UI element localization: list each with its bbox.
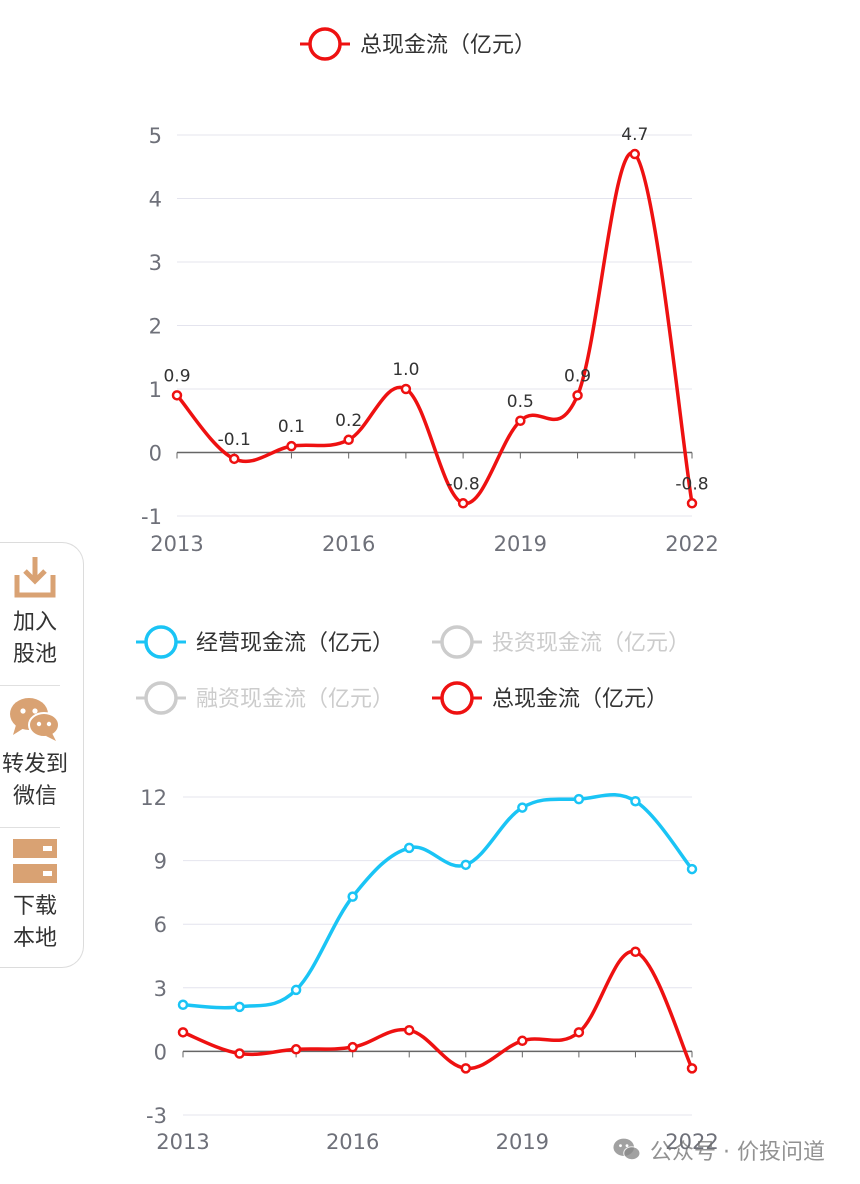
data-point bbox=[686, 1063, 698, 1074]
data-label: 1.0 bbox=[392, 360, 419, 380]
y-tick-label: -3 bbox=[146, 1104, 167, 1128]
x-tick-label: 2022 bbox=[665, 532, 718, 556]
wechat-icon bbox=[10, 698, 60, 741]
data-point bbox=[347, 891, 358, 902]
data-point bbox=[630, 946, 641, 958]
series-line-经营现金流（亿元） bbox=[182, 792, 694, 1010]
data-point bbox=[403, 842, 415, 854]
download-local-label: 下载 本地 bbox=[12, 894, 57, 951]
data-point bbox=[171, 390, 183, 401]
download-icon bbox=[14, 557, 56, 598]
legend-item[interactable]: 经营现金流（亿元） bbox=[136, 625, 394, 659]
data-label: 0.5 bbox=[507, 392, 534, 412]
floating-sidebar: 加入 股池 转发到 微信 下载 本地 bbox=[0, 542, 84, 968]
x-tick-label: 2022 bbox=[665, 1130, 718, 1154]
data-point bbox=[573, 793, 585, 805]
data-point bbox=[290, 984, 302, 996]
sidebar-divider bbox=[0, 685, 60, 686]
data-label: 0.9 bbox=[163, 366, 190, 386]
legend-item[interactable]: 总现金流（亿元） bbox=[432, 681, 668, 715]
data-point bbox=[573, 1027, 585, 1038]
y-tick-label: 0 bbox=[154, 1040, 167, 1064]
data-label: -0.8 bbox=[675, 474, 708, 494]
watermark-text: 公众号 · 价投问道 bbox=[650, 1140, 825, 1165]
data-point bbox=[460, 859, 472, 871]
legend-label: 总现金流（亿元） bbox=[360, 33, 536, 58]
y-tick-label: 4 bbox=[149, 188, 162, 212]
data-point bbox=[629, 148, 641, 160]
data-point bbox=[228, 453, 240, 465]
x-tick-label: 2013 bbox=[156, 1130, 209, 1154]
legend-item[interactable]: 投资现金流（亿元） bbox=[432, 625, 690, 659]
add-to-pool-button[interactable]: 加入 股池 bbox=[0, 553, 70, 671]
data-label: 4.7 bbox=[621, 125, 648, 145]
legend-marker bbox=[440, 625, 474, 659]
cashflow-comparison-chart: 经营现金流（亿元） 投资现金流（亿元） 融资现金流（亿元） 总现金流（亿元） -3 0 3 6… bbox=[136, 625, 719, 1154]
wechat-icon bbox=[613, 1138, 641, 1161]
data-point bbox=[286, 440, 297, 452]
y-tick-label: 1 bbox=[149, 378, 162, 402]
y-tick-label: 5 bbox=[149, 124, 162, 148]
legend-label: 经营现金流（亿元） bbox=[196, 631, 394, 656]
legend-marker bbox=[440, 681, 474, 715]
y-tick-label: 9 bbox=[154, 850, 167, 874]
legend-marker bbox=[308, 27, 342, 61]
total-cashflow-chart: 总现金流（亿元） -1 0 1 2 3 4 5 2013 2016 2019 2022 0.9 -0.1 0… bbox=[141, 27, 719, 556]
legend-marker bbox=[144, 681, 178, 715]
data-point bbox=[177, 999, 189, 1011]
data-point bbox=[234, 1048, 245, 1059]
data-label: 0.1 bbox=[278, 417, 305, 437]
legend-label: 总现金流（亿元） bbox=[492, 687, 668, 712]
data-label: 0.9 bbox=[564, 366, 591, 386]
y-tick-label: 12 bbox=[140, 786, 167, 810]
legend-label: 融资现金流（亿元） bbox=[196, 687, 394, 712]
data-point bbox=[403, 1024, 415, 1036]
data-point bbox=[177, 1027, 189, 1038]
data-point bbox=[460, 1063, 472, 1074]
sidebar-divider bbox=[0, 827, 60, 828]
y-tick-label: -1 bbox=[141, 505, 162, 529]
data-point bbox=[686, 863, 698, 875]
data-point bbox=[686, 498, 698, 509]
data-point bbox=[517, 1035, 528, 1047]
legend-item[interactable]: 总现金流（亿元） bbox=[300, 27, 536, 61]
x-tick-label: 2016 bbox=[326, 1130, 379, 1154]
data-label: -0.1 bbox=[218, 430, 251, 450]
data-point bbox=[572, 390, 583, 401]
x-tick-label: 2019 bbox=[496, 1130, 549, 1154]
data-point bbox=[517, 802, 528, 813]
add-to-pool-label: 加入 股池 bbox=[12, 610, 57, 667]
data-point bbox=[343, 434, 354, 446]
legend-marker bbox=[144, 625, 178, 659]
y-tick-label: 2 bbox=[149, 315, 162, 339]
data-label: 0.2 bbox=[335, 411, 362, 431]
data-point bbox=[290, 1044, 302, 1055]
data-point bbox=[515, 415, 526, 426]
legend-item[interactable]: 融资现金流（亿元） bbox=[136, 681, 394, 715]
data-point bbox=[234, 1001, 245, 1013]
download-local-button[interactable]: 下载 本地 bbox=[0, 837, 70, 955]
x-tick-label: 2019 bbox=[494, 532, 547, 556]
data-point bbox=[457, 498, 469, 509]
data-point bbox=[347, 1041, 358, 1053]
share-to-wechat-label: 转发到 微信 bbox=[1, 752, 68, 809]
y-tick-label: 0 bbox=[149, 442, 162, 466]
data-point bbox=[400, 383, 412, 395]
data-point bbox=[630, 795, 641, 807]
share-to-wechat-button[interactable]: 转发到 微信 bbox=[0, 695, 70, 813]
y-tick-label: 3 bbox=[154, 977, 167, 1001]
series-line-总现金流（亿元） bbox=[175, 151, 694, 506]
y-tick-label: 6 bbox=[154, 913, 167, 937]
x-tick-label: 2016 bbox=[322, 532, 375, 556]
watermark: 公众号 · 价投问道 bbox=[612, 1134, 825, 1166]
x-tick-label: 2013 bbox=[150, 532, 203, 556]
data-label: -0.8 bbox=[447, 474, 480, 494]
y-tick-label: 3 bbox=[149, 251, 162, 275]
server-icon bbox=[13, 839, 57, 883]
legend-label: 投资现金流（亿元） bbox=[492, 631, 690, 656]
